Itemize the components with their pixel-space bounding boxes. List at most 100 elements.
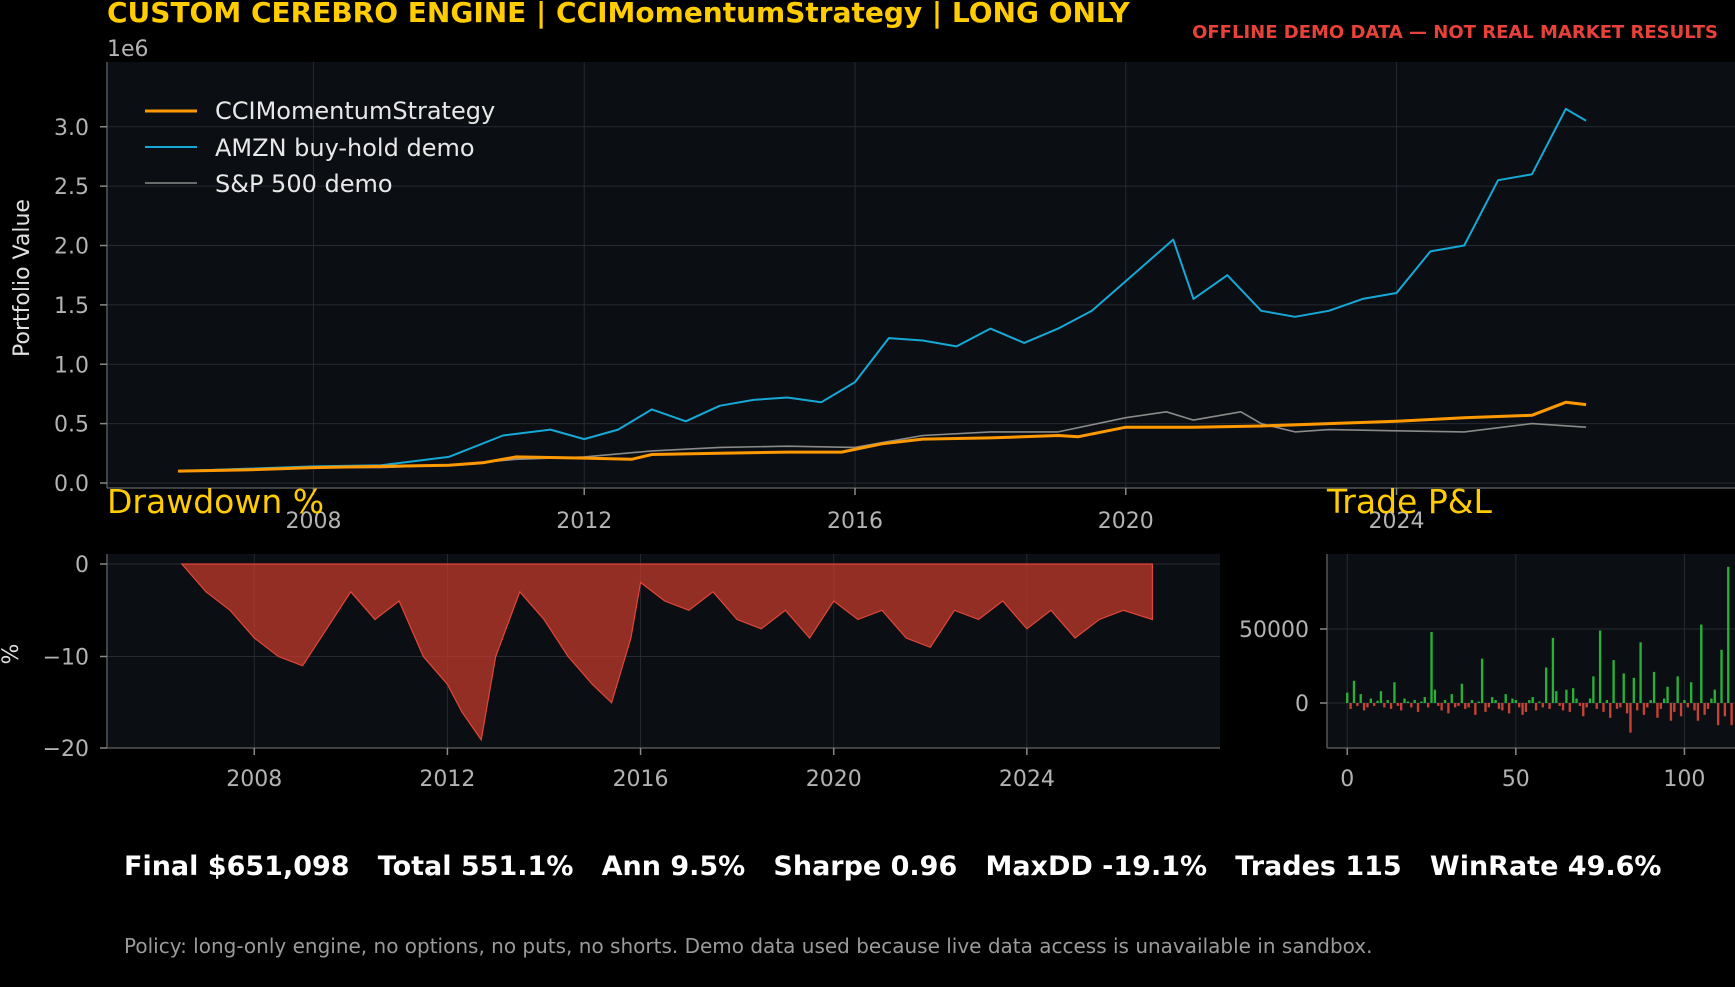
equity-y-tick-label: 1.5	[54, 294, 89, 319]
equity-y-tick-label: 0.0	[54, 472, 89, 497]
equity-x-tick-label: 2020	[1098, 509, 1154, 534]
trade-bar	[1622, 673, 1625, 703]
drawdown-y-tick-label: −20	[43, 737, 89, 762]
policy-note: Policy: long-only engine, no options, no…	[124, 934, 1372, 958]
drawdown-ticks: 2008 2012 2016 2020 2024 0 −10 −20	[43, 553, 1055, 792]
trade-bar	[1700, 624, 1703, 703]
equity-y-tick-label: 2.5	[54, 175, 89, 200]
trade-pnl-x-tick-label: 0	[1340, 767, 1354, 792]
trade-bar	[1710, 698, 1713, 703]
trade-bar	[1646, 703, 1649, 708]
trade-bar	[1443, 700, 1447, 703]
drawdown-y-tick-label: −10	[43, 646, 89, 671]
trade-bar	[1625, 703, 1629, 714]
drawdown-area-group	[180, 563, 1153, 742]
series-line-amzn	[178, 107, 1587, 473]
trade-bar	[1531, 697, 1534, 703]
trade-bar	[1511, 698, 1514, 703]
trade-bar	[1379, 691, 1383, 703]
trade-bar	[1491, 697, 1494, 703]
summary-stats: Final $651,098 Total 551.1% Ann 9.5% Sha…	[124, 851, 1661, 882]
equity-series-group	[178, 107, 1587, 473]
equity-ticks: 2008 2012 2016 2020 2024 0.0 0.5 1.0 1.5 2.0 2.5 3.…	[54, 116, 1425, 534]
trade-bar	[1659, 703, 1662, 709]
demo-data-banner: OFFLINE DEMO DATA — NOT REAL MARKET RESU…	[1192, 22, 1718, 43]
trade-bar	[1413, 700, 1416, 703]
trade-bar	[1706, 703, 1710, 709]
equity-y-tick-label: 2.0	[54, 235, 89, 260]
trade-bar	[1578, 703, 1582, 706]
trade-bar	[1652, 671, 1656, 703]
trade-bar	[1629, 703, 1632, 733]
trade-bar	[1609, 703, 1612, 718]
trade-bar	[1447, 703, 1450, 714]
trade-bar	[1676, 676, 1679, 703]
trade-bar	[1588, 698, 1592, 703]
trade-pnl-y-tick-label: 50000	[1239, 618, 1309, 643]
trade-bar	[1457, 703, 1460, 706]
trade-bar	[1528, 700, 1531, 703]
trade-bar	[1723, 703, 1727, 717]
trade-bar	[1592, 676, 1595, 703]
trade-bar	[1460, 683, 1464, 703]
trade-bar	[1352, 680, 1356, 703]
trade-bar	[1521, 703, 1524, 715]
legend-label-strategy: CCIMomentumStrategy	[215, 97, 495, 125]
trade-bar	[1605, 700, 1609, 703]
trade-bar	[1524, 703, 1528, 712]
trade-bar	[1467, 703, 1470, 708]
trade-bar	[1703, 703, 1706, 715]
trade-bar	[1595, 703, 1598, 709]
trade-pnl-title: Trade P&L	[1326, 482, 1492, 521]
trade-pnl-ticks: 0 50 100 0 50000	[1239, 618, 1705, 792]
trade-bar	[1720, 649, 1723, 703]
trade-bar	[1548, 703, 1551, 709]
trade-bar	[1406, 701, 1410, 703]
drawdown-x-tick-label: 2024	[999, 767, 1055, 792]
trade-bar	[1534, 703, 1538, 711]
legend-label-amzn: AMZN buy-hold demo	[215, 134, 475, 162]
trade-bar	[1464, 703, 1467, 709]
trade-bar	[1642, 703, 1646, 715]
drawdown-x-tick-label: 2008	[226, 767, 282, 792]
trade-bar	[1544, 667, 1548, 703]
trade-bar	[1362, 703, 1366, 711]
trade-bar	[1386, 700, 1389, 703]
trade-bar	[1437, 703, 1440, 706]
trade-bar	[1359, 694, 1362, 703]
trade-bar	[1679, 703, 1683, 717]
trade-bar	[1487, 703, 1491, 708]
trade-bar	[1504, 694, 1507, 703]
trade-bar	[1615, 703, 1619, 709]
equity-legend: CCIMomentumStrategy AMZN buy-hold demo S…	[145, 97, 495, 198]
trade-bar	[1356, 703, 1359, 706]
trade-bar	[1551, 637, 1555, 703]
drawdown-x-tick-label: 2020	[806, 767, 862, 792]
trade-bar	[1730, 703, 1733, 726]
drawdown-panel: 2008 2012 2016 2020 2024 0 −10 −20 %	[0, 553, 1220, 792]
trade-bar	[1501, 703, 1504, 711]
trade-bar	[1727, 566, 1730, 703]
legend-label-spx: S&P 500 demo	[215, 170, 393, 198]
trade-bar	[1598, 630, 1602, 703]
trade-bar	[1585, 703, 1588, 708]
trade-bar	[1632, 677, 1636, 703]
trade-bar	[1666, 686, 1669, 703]
trade-bar	[1538, 701, 1541, 703]
trade-bar	[1565, 689, 1568, 703]
trade-bar	[1555, 691, 1558, 703]
drawdown-title: Drawdown %	[107, 482, 324, 521]
trade-bar	[1450, 694, 1453, 703]
chart-title: CUSTOM CEREBRO ENGINE | CCIMomentumStrat…	[107, 0, 1130, 29]
equity-x-tick-label: 2016	[827, 509, 883, 534]
trade-bar	[1453, 703, 1457, 708]
trade-bar	[1484, 703, 1487, 712]
trade-bar	[1575, 698, 1578, 703]
trade-pnl-y-tick-label: 0	[1295, 692, 1309, 717]
trade-bar	[1423, 697, 1426, 703]
trade-bar	[1426, 703, 1430, 708]
trade-pnl-x-tick-label: 50	[1502, 767, 1530, 792]
equity-panel: 2008 2012 2016 2020 2024 0.0 0.5 1.0 1.5 2.0 2.5 3.…	[10, 37, 1735, 534]
trade-bar	[1403, 698, 1406, 703]
trade-bar	[1636, 703, 1639, 711]
